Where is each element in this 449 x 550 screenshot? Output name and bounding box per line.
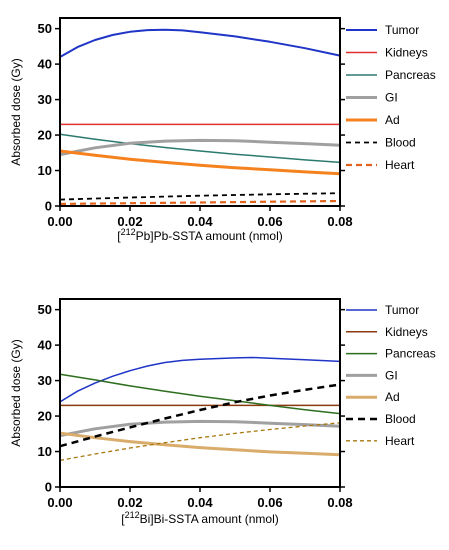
- legend-label-tumor: Tumor: [385, 23, 419, 37]
- x-tick-label: 0.08: [327, 214, 352, 229]
- chart-top: 0 10 20 30 40 50 0.00 0.02 0.04 0.06 0.08 Absorbed …: [9, 17, 436, 243]
- chart-bottom: 0 10 20 30 40 50 0.00 0.02 0.04 0.06 0.08 Absorbed …: [9, 298, 436, 526]
- y-tick-label: 10: [38, 444, 52, 459]
- x-tick-label: 0.00: [47, 214, 72, 229]
- x-tick-label: 0.06: [257, 495, 282, 510]
- y-tick-label: 50: [38, 21, 52, 36]
- series-line-ad: [59, 431, 341, 457]
- series-line-tumor: [59, 356, 341, 403]
- series-line-blood: [59, 192, 341, 201]
- x-tick-label: 0.02: [117, 214, 142, 229]
- series-line-blood: [59, 383, 341, 448]
- series-line-heart: [59, 422, 341, 462]
- legend-label-gi: GI: [385, 368, 398, 382]
- legend-label-kidneys: Kidneys: [385, 46, 428, 60]
- x-axis-title-prefix: [: [117, 229, 121, 243]
- y-tick-label: 0: [45, 199, 52, 214]
- x-axis-title: [212Bi]Bi-SSTA amount (nmol): [121, 510, 279, 526]
- series-line-gi: [59, 138, 341, 157]
- series-line-pancreas: [59, 373, 341, 415]
- series-line-gi: [59, 419, 341, 438]
- x-tick-label: 0.00: [47, 495, 72, 510]
- x-axis-title-suffix: Pb]Pb-SSTA amount (nmol): [136, 229, 283, 243]
- x-axis-title: [212Pb]Pb-SSTA amount (nmol): [117, 227, 283, 243]
- y-tick-label: 40: [38, 57, 52, 72]
- x-tick-label: 0.04: [187, 495, 213, 510]
- y-tick-label: 20: [38, 409, 52, 424]
- series-line-ad: [59, 149, 341, 176]
- y-axis-title: Absorbed dose (Gy): [9, 339, 23, 446]
- y-tick-label: 50: [38, 302, 52, 317]
- y-axis-title: Absorbed dose (Gy): [9, 58, 23, 165]
- legend-label-tumor: Tumor: [385, 303, 419, 317]
- x-axis-title-suffix: Bi]Bi-SSTA amount (nmol): [140, 512, 279, 526]
- x-tick-label: 0.08: [327, 495, 352, 510]
- y-tick-label: 20: [38, 128, 52, 143]
- legend-label-pancreas: Pancreas: [385, 68, 436, 82]
- x-axis-title-superscript: 212: [121, 227, 136, 237]
- x-tick-label: 0.02: [117, 495, 142, 510]
- y-tick-label: 10: [38, 163, 52, 178]
- x-axis-title-prefix: [: [121, 512, 125, 526]
- x-tick-label: 0.06: [257, 214, 282, 229]
- legend-label-ad: Ad: [385, 113, 400, 127]
- legend-label-ad: Ad: [385, 390, 400, 404]
- y-tick-label: 30: [38, 373, 52, 388]
- y-tick-label: 0: [45, 480, 52, 495]
- y-tick-label: 40: [38, 338, 52, 353]
- legend-label-gi: GI: [385, 91, 398, 105]
- series-line-pancreas: [59, 133, 341, 164]
- legend-label-pancreas: Pancreas: [385, 347, 436, 361]
- series-line-tumor: [59, 28, 341, 58]
- legend-label-heart: Heart: [385, 158, 415, 172]
- legend-label-kidneys: Kidneys: [385, 325, 428, 339]
- x-axis-title-superscript: 212: [125, 510, 140, 520]
- x-tick-label: 0.04: [187, 214, 213, 229]
- legend-label-heart: Heart: [385, 434, 415, 448]
- legend-label-blood: Blood: [385, 412, 416, 426]
- series-line-heart: [59, 199, 341, 205]
- legend-label-blood: Blood: [385, 136, 416, 150]
- y-tick-label: 30: [38, 92, 52, 107]
- plot-frame: [59, 298, 341, 488]
